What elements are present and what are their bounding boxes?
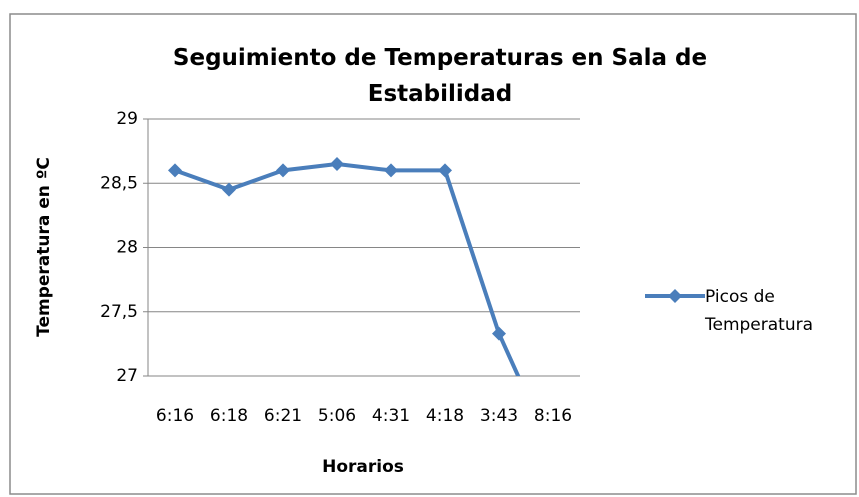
x-tick-label: 4:31 — [372, 406, 410, 426]
x-tick-label: 3:43 — [480, 406, 518, 426]
x-tick-label: 6:18 — [210, 406, 248, 426]
x-tick-label: 8:16 — [534, 406, 572, 426]
y-tick-label: 27,5 — [100, 302, 138, 322]
x-tick-label: 4:18 — [426, 406, 464, 426]
point-marker — [384, 163, 398, 178]
point-marker — [276, 163, 290, 178]
y-axis-title: Temperatura en ºC — [34, 157, 54, 337]
legend-marker — [668, 289, 682, 303]
point-marker — [438, 163, 452, 178]
y-tick-label: 28,5 — [100, 173, 138, 193]
point-marker — [492, 326, 506, 341]
series-line — [174, 161, 521, 376]
point-marker — [330, 156, 344, 171]
x-tick-label: 5:06 — [318, 406, 356, 426]
chart-border — [9, 13, 857, 495]
legend-label: Picos de Temperatura — [705, 287, 814, 335]
y-tick-label: 27 — [116, 366, 138, 386]
x-tick-label: 6:21 — [264, 406, 302, 426]
x-axis-title: Horarios — [322, 457, 404, 477]
point-marker — [222, 182, 236, 197]
chart-title: Seguimiento de Temperaturas en Sala de E… — [172, 45, 708, 107]
y-tick-label: 28 — [116, 238, 138, 258]
y-tick-label: 29 — [116, 109, 138, 129]
point-marker — [168, 163, 182, 178]
plot-area — [168, 156, 521, 376]
x-tick-label: 6:16 — [156, 406, 194, 426]
